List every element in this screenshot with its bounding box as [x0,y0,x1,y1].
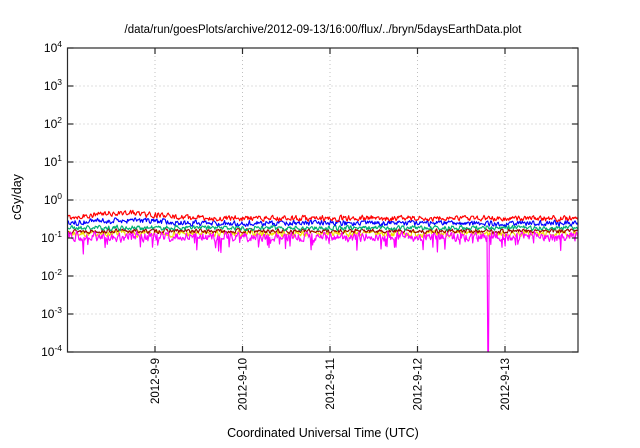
series-sea-green-line [67,224,578,232]
y-tick-label: 100 [44,191,62,207]
y-tick-label: 10-3 [41,305,62,321]
series-red-line [67,209,578,223]
x-tick-label: 2012-9-13 [500,358,512,410]
x-tick-label: 2012-9-9 [150,358,162,404]
y-tick-label: 104 [44,39,62,55]
x-axis-label: Coordinated Universal Time (UTC) [227,426,419,440]
y-tick-label: 10-1 [41,229,62,245]
x-tick-label: 2012-9-12 [413,358,425,410]
x-tick-label: 2012-9-10 [238,358,250,410]
x-tick-label: 2012-9-11 [325,358,337,410]
y-tick-label: 10-4 [41,343,62,359]
series-magenta-line [67,230,578,352]
series-blue-line [67,217,578,228]
y-tick-label: 102 [44,115,62,131]
chart-title: /data/run/goesPlots/archive/2012-09-13/1… [124,24,522,36]
y-tick-label: 101 [44,153,62,169]
series-yellow-line [67,229,578,238]
y-tick-label: 103 [44,77,62,93]
y-tick-label: 10-2 [41,267,62,283]
